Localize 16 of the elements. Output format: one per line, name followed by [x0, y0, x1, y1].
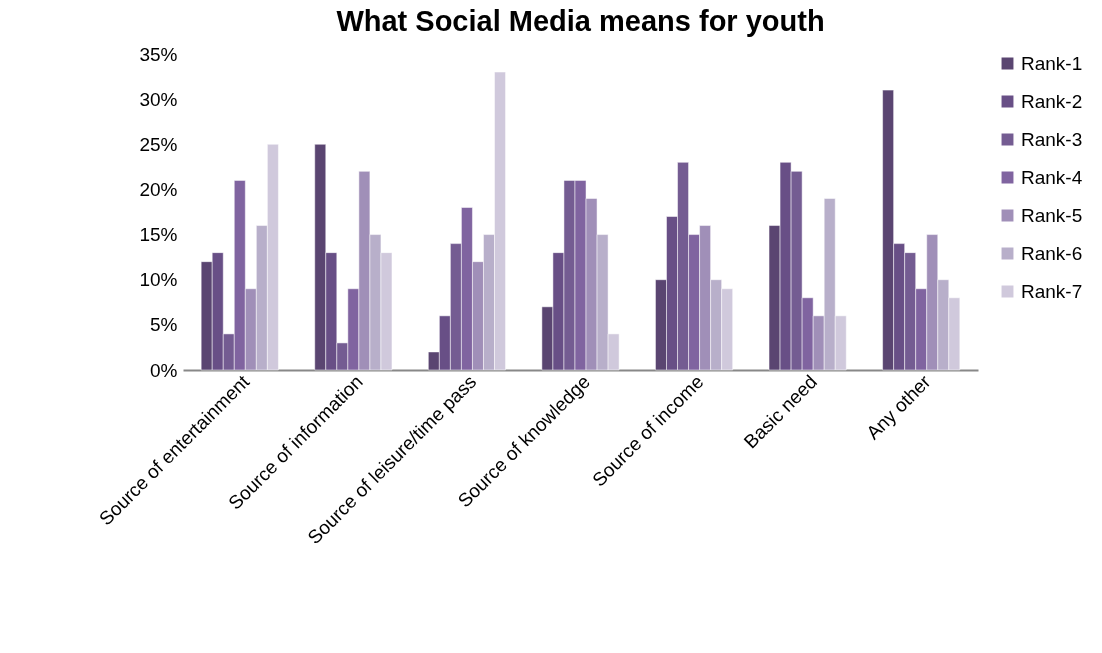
legend-label: Rank-5 — [1021, 204, 1083, 226]
y-tick-label: 25% — [139, 133, 178, 155]
y-tick-label: 30% — [139, 88, 178, 110]
y-tick-label: 0% — [150, 359, 178, 381]
y-tick-label: 10% — [139, 269, 178, 291]
legend-label: Rank-6 — [1021, 242, 1083, 264]
y-tick-label: 20% — [139, 178, 178, 200]
legend-label: Rank-3 — [1021, 128, 1083, 150]
y-tick-label: 5% — [150, 314, 178, 336]
chart-title: What Social Media means for youth — [336, 5, 825, 37]
legend-label: Rank-7 — [1021, 280, 1083, 302]
y-tick-label: 15% — [139, 224, 178, 246]
legend-label: Rank-1 — [1021, 52, 1083, 74]
legend-label: Rank-4 — [1021, 166, 1083, 188]
legend-label: Rank-2 — [1021, 90, 1083, 112]
y-tick-label: 35% — [139, 43, 178, 65]
